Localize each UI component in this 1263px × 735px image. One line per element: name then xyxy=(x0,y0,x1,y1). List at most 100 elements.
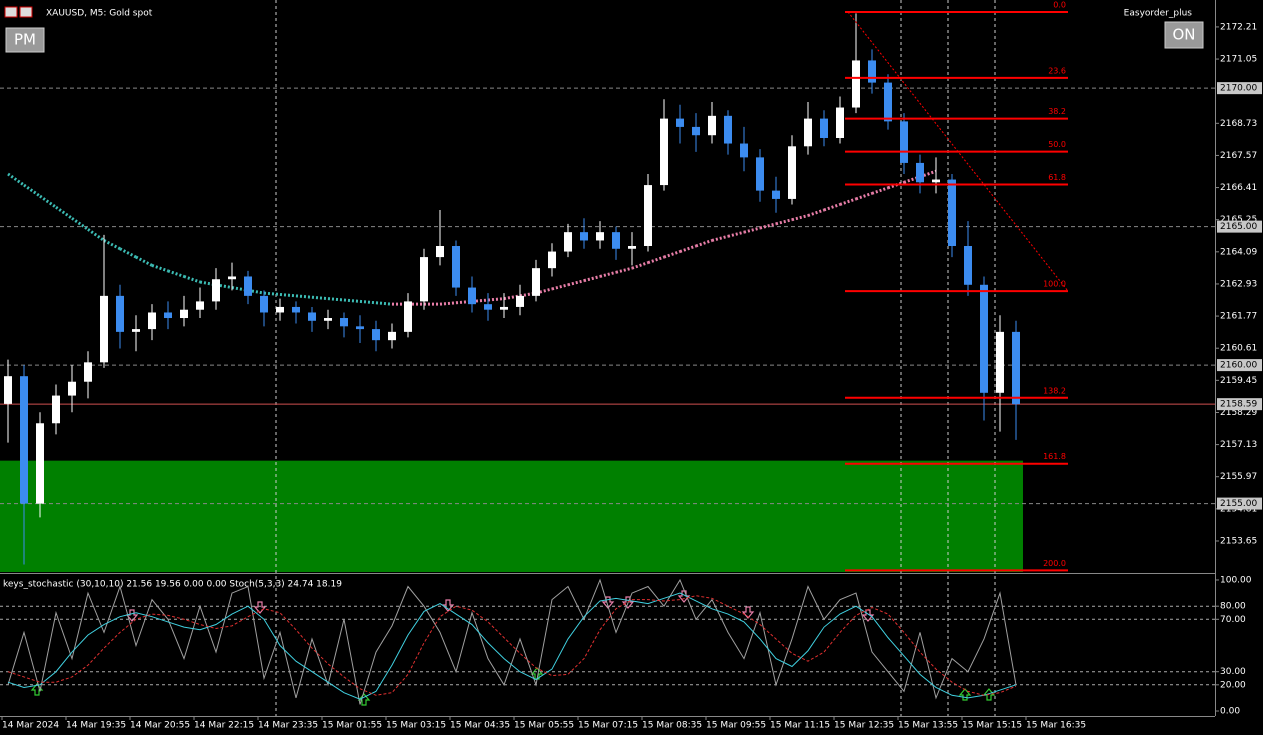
ma-segment xyxy=(535,287,553,295)
ma-segment xyxy=(631,261,649,270)
ma-segment xyxy=(599,270,617,278)
x-tick-label: 14 Mar 19:35 xyxy=(66,721,126,731)
on-button-label[interactable]: ON xyxy=(1172,26,1195,44)
ma-segment xyxy=(919,169,937,179)
ma-segment xyxy=(279,292,297,298)
fib-label: 161.8 xyxy=(1043,452,1066,461)
candle-body xyxy=(548,251,556,269)
candle-body xyxy=(708,115,716,136)
ma-segment xyxy=(679,244,697,253)
candle-body xyxy=(868,60,876,83)
indicator-line xyxy=(7,592,1017,700)
candle-body xyxy=(500,306,508,310)
fib-label: 38.2 xyxy=(1048,107,1066,116)
ma-segment xyxy=(39,194,57,209)
y-tick-label: 2165.25 xyxy=(1220,215,1257,225)
ma-segment xyxy=(7,172,25,187)
sell-arrow xyxy=(441,599,455,612)
candle-body xyxy=(516,295,524,307)
candle-body xyxy=(996,331,1004,393)
ma-segment xyxy=(375,301,393,306)
pm-button[interactable] xyxy=(5,27,45,53)
ma-segment xyxy=(23,183,41,198)
level-label: 2160.00 xyxy=(1220,361,1257,371)
candle-body xyxy=(292,306,300,313)
indicator-line xyxy=(7,578,1017,705)
candle-body xyxy=(228,276,236,280)
y-tick-label: 2157.13 xyxy=(1220,440,1257,450)
on-button[interactable] xyxy=(1164,21,1204,49)
candle-body xyxy=(372,329,380,341)
y-tick-label: 2159.45 xyxy=(1220,376,1257,386)
ma-segment xyxy=(759,222,777,230)
level-box xyxy=(1217,82,1262,95)
icon xyxy=(4,6,18,18)
ma-segment xyxy=(55,206,73,220)
x-tick-label: 15 Mar 13:55 xyxy=(898,721,958,731)
level-box xyxy=(1217,359,1262,372)
x-tick-label: 14 Mar 23:35 xyxy=(258,721,318,731)
buy-arrow xyxy=(30,683,44,696)
candle-body xyxy=(468,287,476,305)
candle-body xyxy=(660,118,668,186)
candle-body xyxy=(772,190,780,199)
y-tick-label: 2153.65 xyxy=(1220,536,1257,546)
candle-body xyxy=(260,295,268,313)
x-tick-label: 15 Mar 15:15 xyxy=(962,721,1022,731)
ma-segment xyxy=(903,175,921,184)
candle-body xyxy=(20,376,28,504)
fib-label: 100.0 xyxy=(1043,280,1066,289)
y-tick-label: 70.00 xyxy=(1220,615,1246,625)
ma-segment xyxy=(855,191,873,201)
candle-body xyxy=(356,326,364,330)
ma-segment xyxy=(487,297,505,302)
symbol-label: XAUUSD, M5: Gold spot xyxy=(46,9,153,19)
ma-segment xyxy=(743,226,761,234)
level-label: 2165.00 xyxy=(1220,222,1257,232)
ma-segment xyxy=(167,269,185,278)
ma-segment xyxy=(727,230,745,238)
ma-segment xyxy=(439,301,457,306)
candle-body xyxy=(324,318,332,321)
ma-segment xyxy=(103,239,121,251)
ma-segment xyxy=(551,283,569,291)
candle-body xyxy=(276,306,284,313)
separators xyxy=(275,0,996,716)
icons xyxy=(4,6,33,18)
sell-arrow xyxy=(621,596,635,609)
indicator-line xyxy=(7,595,1017,696)
ma-segment xyxy=(791,214,809,222)
ma-segment xyxy=(647,255,665,265)
ma-segment xyxy=(775,218,793,226)
candle-body xyxy=(820,118,828,138)
y-tick-label: 2164.09 xyxy=(1220,247,1257,257)
candle-body xyxy=(724,115,732,144)
candle-body xyxy=(612,232,620,249)
candle-body xyxy=(180,309,188,319)
x-tick-label: 15 Mar 05:55 xyxy=(514,721,574,731)
ma-segment xyxy=(87,228,105,242)
candle-body xyxy=(852,60,860,108)
ma-segment xyxy=(343,298,361,303)
pm-button-label[interactable]: PM xyxy=(14,31,36,49)
buy-arrow xyxy=(958,688,972,701)
candle-body xyxy=(740,143,748,158)
ma-segment xyxy=(71,217,89,231)
level-label: 2170.00 xyxy=(1220,84,1257,94)
candle-body xyxy=(804,118,812,147)
candle-body xyxy=(132,329,140,332)
expert-label: Easyorder_plus xyxy=(1124,9,1193,19)
indicator-title: keys_stochastic (30,10,10) 21.56 19.56 0… xyxy=(3,580,342,590)
ma-segment xyxy=(823,203,841,212)
candle-body xyxy=(308,312,316,321)
candle-body xyxy=(836,107,844,138)
y-tick-label: 2166.41 xyxy=(1220,183,1257,193)
ma-segment xyxy=(871,186,889,195)
sell-arrow xyxy=(601,596,615,609)
y-tick-label: 2162.93 xyxy=(1220,279,1257,289)
candle-body xyxy=(340,318,348,327)
ma-segment xyxy=(135,255,153,267)
ma-segment xyxy=(583,275,601,283)
candle-body xyxy=(484,304,492,310)
